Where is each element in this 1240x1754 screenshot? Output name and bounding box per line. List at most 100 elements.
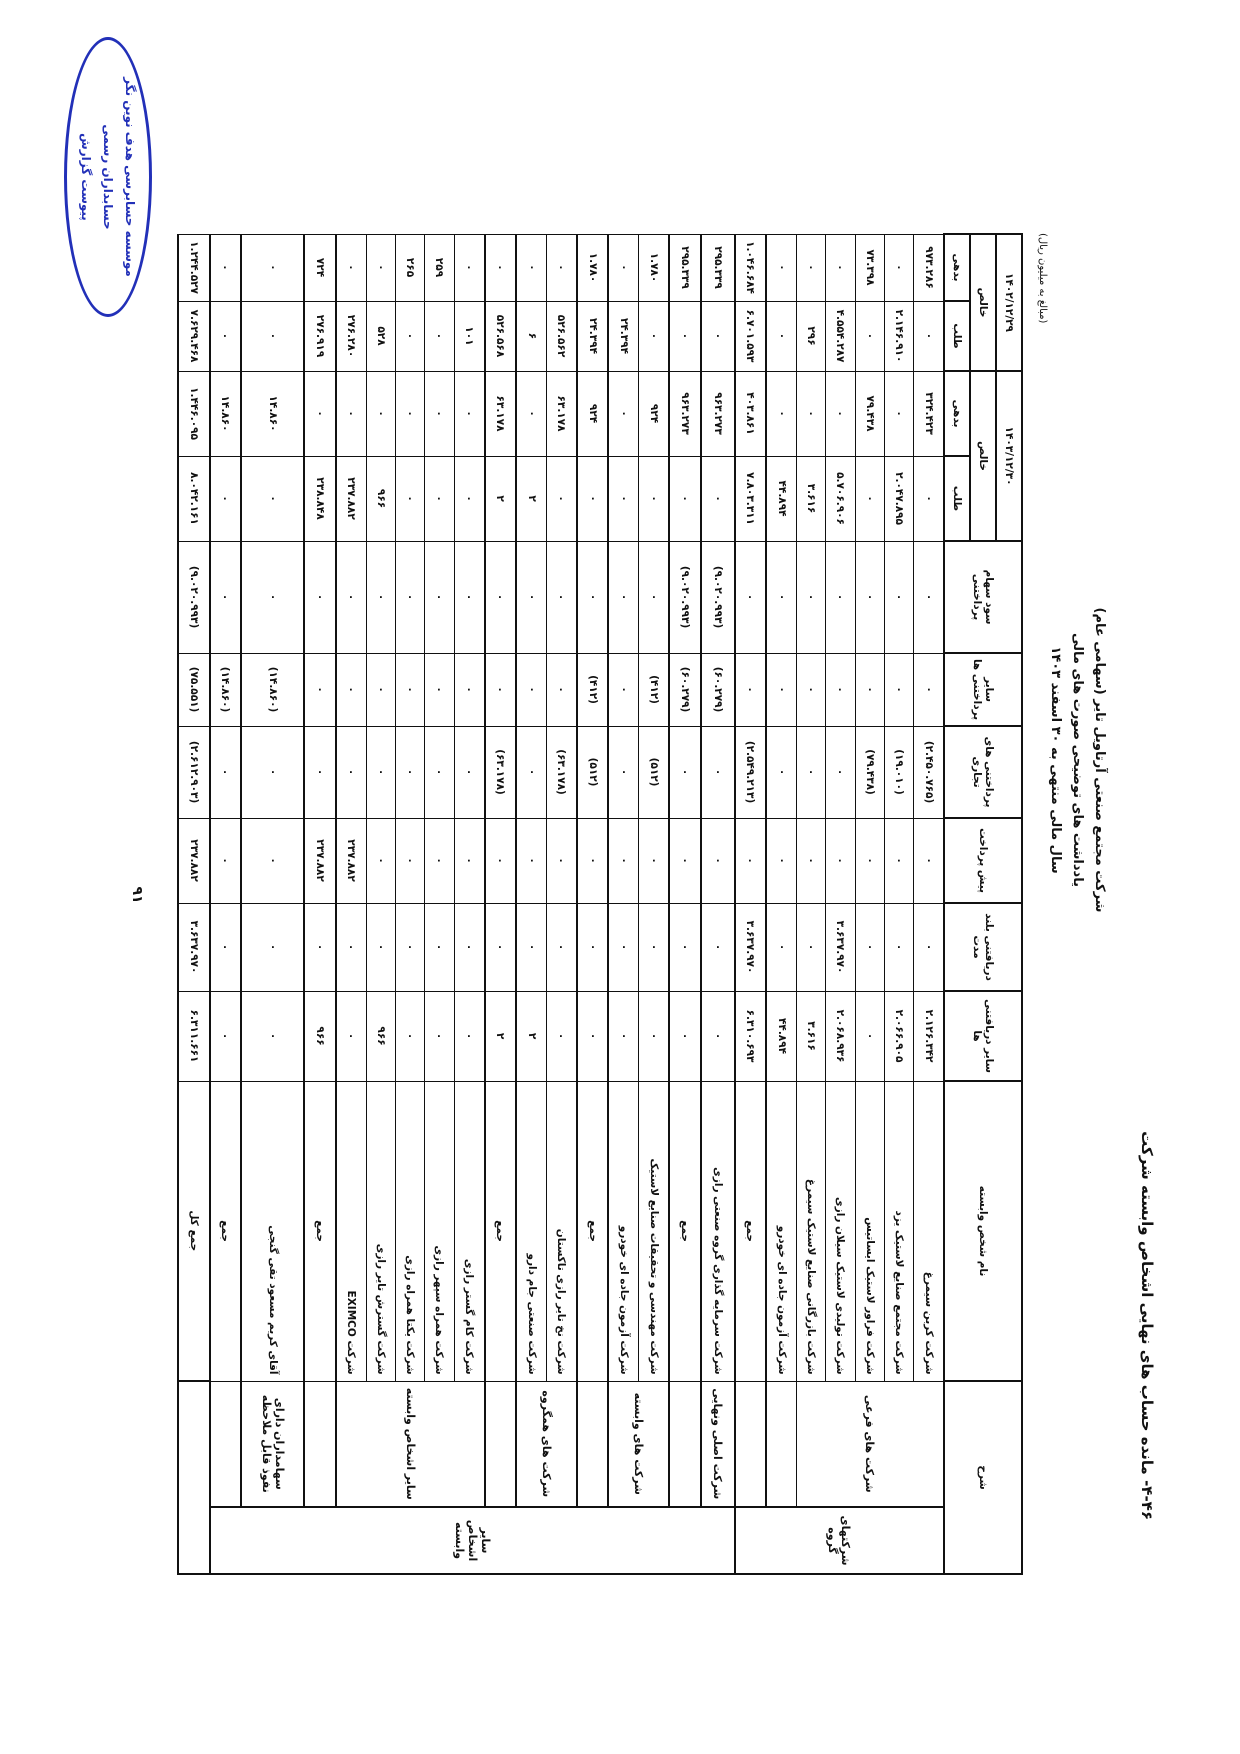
amount-cell: ۹۶۶ — [366, 456, 396, 542]
amount-cell: ۵.۷۰۶.۹۰۶ — [825, 456, 856, 542]
amount-cell: ۰ — [884, 541, 914, 654]
amount-cell: ۳.۶۳۷.۹۷۰ — [825, 903, 856, 992]
amount-cell: (۹.۰۲۰.۹۹۳) — [178, 541, 210, 654]
amount-cell: ۰ — [424, 541, 455, 654]
amount-cell: ۰ — [516, 653, 547, 727]
amount-cell: ۰ — [825, 541, 856, 654]
header-prepayments: پیش پرداخت — [944, 818, 1022, 904]
amount-cell: ۷۹.۴۳۸ — [855, 371, 885, 457]
amount-cell: ۰ — [304, 541, 336, 654]
amount-cell: ۰ — [516, 903, 547, 992]
amount-cell: ۰ — [395, 456, 425, 542]
amount-cell: ۰ — [855, 903, 885, 992]
amount-cell: ۲۳۷.۸۸۲ — [178, 818, 210, 904]
subgroup-label: سهامداران دارای نفوذ قابل ملاحظه — [241, 1381, 305, 1508]
party-name: شرکت کربن سیمرغ — [913, 1081, 944, 1382]
amount-cell: ۰ — [516, 541, 547, 654]
amount-cell: ۰ — [638, 818, 670, 904]
amount-cell: ۰ — [913, 456, 944, 542]
stamp-line: پیوست گزارش — [79, 133, 93, 221]
party-name: جمع — [669, 1081, 701, 1382]
party-name: جمع — [209, 1081, 242, 1382]
table-row: شرکت تولیدی لاستیک سیلان رازی ۲.۰۶۸.۹۳۶ ۳.… — [825, 234, 856, 1574]
amount-cell: ۰ — [366, 653, 396, 727]
amount-cell: (۶۰.۲۷۹) — [700, 653, 735, 727]
amount-cell: ۰ — [576, 456, 609, 542]
subgroup-label — [209, 1381, 242, 1508]
amount-cell: ۰ — [576, 991, 609, 1082]
amount-cell: ۰ — [484, 541, 517, 654]
amount-cell: ۰ — [241, 903, 305, 992]
amount-cell: (۴۱۲) — [576, 653, 609, 727]
amount-cell: ۰ — [424, 456, 455, 542]
amount-cell: ۰ — [913, 541, 944, 654]
amount-cell: ۶۳.۱۷۸ — [546, 371, 577, 457]
amount-cell: ۰ — [638, 456, 670, 542]
amount-cell: ۰ — [608, 371, 639, 457]
amount-cell: ۰ — [424, 371, 455, 457]
subtotal-row: جمع ۰ ۰ ۰ (۵۱۲) (۴۱۲) ۰ ۰ ۹۲۴ ۲۴.۳۹۴ ۱.۷۸۰ — [576, 234, 609, 1574]
header-debit-prior: بدهی — [944, 234, 970, 302]
amount-cell: ۱.۷۸۰ — [576, 234, 609, 302]
amount-cell: (۶۳.۱۷۸) — [546, 726, 577, 819]
group-label: سایر اشخاص وابسته — [209, 1507, 735, 1575]
amount-cell: ۰ — [335, 541, 367, 654]
amount-cell: ۰ — [884, 653, 914, 727]
amount-cell: (۵۱۲) — [576, 726, 609, 819]
amount-cell: ۹۲۴ — [638, 371, 670, 457]
amount-cell: ۰ — [424, 818, 455, 904]
amount-cell: ۲۳۷.۸۸۲ — [335, 818, 367, 904]
amount-cell: ۲ — [484, 456, 517, 542]
amount-cell: ۲.۰۴۷.۸۹۵ — [884, 456, 914, 542]
amount-cell: ۰ — [884, 903, 914, 992]
amount-cell: ۰ — [241, 541, 305, 654]
amount-cell: ۱.۷۸۰ — [638, 234, 670, 302]
amount-cell: ۱۰۱ — [454, 301, 485, 372]
amount-cell: ۰ — [638, 903, 670, 992]
amount-cell: ۲۶۵ — [395, 234, 425, 302]
amount-cell: ۰ — [796, 234, 826, 302]
amount-cell: ۰ — [796, 726, 826, 819]
amount-cell: (۲.۴۵۰.۷۶۵) — [913, 726, 944, 819]
amount-cell: ۰ — [335, 726, 367, 819]
party-name: آقای کریم مسعود تقی گنجی — [241, 1081, 305, 1382]
amount-cell: ۰ — [335, 653, 367, 727]
amount-cell: ۰ — [766, 301, 797, 372]
amount-cell: ۷۲۴ — [304, 234, 336, 302]
amount-cell: ۱.۲۴۴.۵۲۷ — [178, 234, 210, 302]
amount-cell: ۰ — [209, 991, 242, 1082]
header-other-receivables: سایر دریافتنی ها — [944, 991, 1022, 1082]
subgroup-label: شرکت اصلی ونهایی — [700, 1381, 735, 1508]
table-row: شرکت های وابسته شرکت مهندسی و تحقیقات صنا… — [608, 234, 670, 1574]
amount-cell: ۰ — [576, 541, 609, 654]
amount-cell: ۰ — [516, 371, 547, 457]
amount-cell: ۰ — [304, 371, 336, 457]
unit-note: (مبالغ به میلیون ریال) — [1037, 233, 1048, 324]
amount-cell: ۰ — [796, 653, 826, 727]
amount-cell: ۰ — [546, 234, 577, 302]
table-row: شرکت بازرگانی صنایع لاستیک سیمرغ ۳.۶۱۶ ۰ ۰ ۰… — [796, 234, 826, 1574]
amount-cell: ۹۷۳.۲۸۶ — [913, 234, 944, 302]
amount-cell: ۰ — [454, 541, 485, 654]
amount-cell: ۰ — [855, 653, 885, 727]
subtotal-row: جمع ۲ ۰ ۰ (۶۳.۱۷۸) ۰ ۰ ۲ ۶۳.۱۷۸ ۵۲۶.۵۶۸ ۰ — [484, 234, 517, 1574]
amount-cell: ۲۹۵.۳۳۹ — [669, 234, 701, 302]
table-row: شرکت های همگروه شرکت نخ تایر رازی تاکستان… — [516, 234, 577, 1574]
subgroup-label — [734, 1381, 767, 1508]
amount-cell: ۲.۰۶۸.۹۳۶ — [825, 991, 856, 1082]
amount-cell: (۷۵.۵۵۱) — [178, 653, 210, 727]
amount-cell: ۰ — [608, 541, 639, 654]
amount-cell: ۰ — [913, 653, 944, 727]
table-row: شرکت EXIMCO ۰ ۰ ۲۳۷.۸۸۲ ۰ ۰ ۰ ۲۳۷.۸۸۲ ۰ ۲۷۶.۲۸۰ ۰ — [335, 234, 367, 1574]
amount-cell: ۱۴.۸۶۰ — [241, 371, 305, 457]
amount-cell: ۰ — [516, 818, 547, 904]
section-title: ۴-۴۶- مانده حساب های نهایی اشخاص وابسته … — [1138, 1131, 1156, 1520]
party-name: شرکت نخ تایر رازی تاکستان — [546, 1081, 577, 1382]
amount-cell: ۰ — [700, 301, 735, 372]
amount-cell: ۲۳۸.۸۴۸ — [304, 456, 336, 542]
amount-cell: ۰ — [669, 726, 701, 819]
subgroup-label: شرکت های همگروه — [516, 1381, 577, 1508]
subgroup-label — [304, 1381, 336, 1508]
amount-cell: ۰ — [209, 456, 242, 542]
amount-cell: ۰ — [395, 541, 425, 654]
